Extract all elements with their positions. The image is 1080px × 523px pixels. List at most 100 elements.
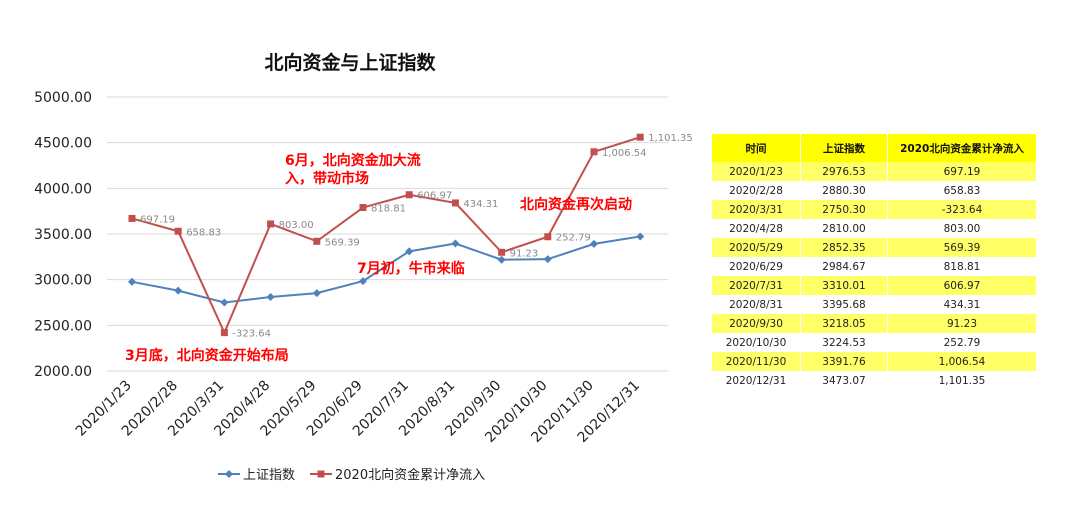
header-northbound: 2020北向资金累计净流入 [887, 134, 1037, 162]
northbound-data-label: 606.97 [417, 191, 452, 202]
y-tick-label: 2500.00 [34, 318, 92, 334]
line-chart: 北向资金与上证指数 5000.00 4500.00 4000.00 3500.00 30… [34, 51, 693, 483]
annotation-text: 3月底，北向资金开始布局 [125, 347, 289, 364]
sh-index-point [128, 277, 136, 286]
table-row: 2020/8/31 3395.68 434.31 [712, 295, 1037, 314]
sh-index-point [312, 289, 321, 298]
cell-index: 2852.35 [800, 238, 888, 257]
series-group: 697.19 658.83 -323.64 803.00 569.39 818.81 606… [128, 133, 693, 340]
y-tick-label: 4500.00 [34, 136, 92, 152]
y-axis: 5000.00 4500.00 4000.00 3500.00 3000.00 2500.… [34, 90, 92, 380]
cell-northbound: 434.31 [887, 295, 1037, 314]
northbound-point [636, 133, 644, 141]
cell-date: 2020/5/29 [712, 238, 801, 257]
sh-index-point [405, 247, 414, 256]
northbound-data-label: 1,101.35 [648, 133, 693, 144]
y-tick-label: 3000.00 [34, 273, 92, 289]
northbound-point [451, 199, 459, 207]
northbound-data-label: 569.39 [325, 237, 360, 248]
series-line-northbound [131, 136, 641, 336]
cell-northbound: 606.97 [887, 276, 1037, 295]
northbound-point [128, 214, 136, 222]
northbound-point [544, 233, 552, 241]
cell-northbound: 252.79 [887, 333, 1037, 352]
table-row: 2020/3/31 2750.30 -323.64 [712, 200, 1037, 219]
table-row: 2020/2/28 2880.30 658.83 [712, 181, 1037, 200]
cell-date: 2020/3/31 [712, 200, 801, 219]
table-row: 2020/12/31 3473.07 1,101.35 [712, 371, 1037, 390]
cell-date: 2020/2/28 [712, 181, 801, 200]
cell-date: 2020/7/31 [712, 276, 801, 295]
northbound-point [405, 191, 413, 199]
sh-index-point [451, 239, 460, 248]
cell-date: 2020/9/30 [712, 314, 801, 333]
cell-index: 2880.30 [800, 181, 888, 200]
cell-northbound: 697.19 [887, 162, 1037, 181]
cell-index: 2984.67 [800, 257, 888, 276]
sh-index-point [359, 277, 367, 286]
table-row: 2020/5/29 2852.35 569.39 [712, 238, 1037, 257]
chart-title: 北向资金与上证指数 [264, 51, 436, 74]
northbound-data-label: 697.19 [140, 214, 175, 225]
cell-northbound: 1,006.54 [887, 352, 1037, 371]
table-row: 2020/1/23 2976.53 697.19 [712, 162, 1037, 181]
table-body: 2020/1/23 2976.53 697.19 2020/2/28 2880.30 65… [712, 162, 1037, 390]
cell-date: 2020/1/23 [712, 162, 801, 181]
data-table: 时间 上证指数 2020北向资金累计净流入 2020/1/23 2976.53 69… [712, 134, 1037, 390]
y-tick-label: 4000.00 [34, 181, 92, 197]
table-row: 2020/6/29 2984.67 818.81 [712, 257, 1037, 276]
annotation-text: 北向资金再次启动 [520, 196, 632, 213]
cell-northbound: -323.64 [887, 200, 1037, 219]
cell-date: 2020/6/29 [712, 257, 801, 276]
y-tick-label: 2000.00 [34, 364, 92, 380]
northbound-data-label: 434.31 [463, 199, 498, 210]
legend-marker-sh-index [225, 470, 233, 478]
cell-index: 2750.30 [800, 200, 888, 219]
cell-index: 3224.53 [800, 333, 888, 352]
cell-northbound: 1,101.35 [887, 371, 1037, 390]
data-table-wrapper: 时间 上证指数 2020北向资金累计净流入 2020/1/23 2976.53 69… [712, 134, 1037, 390]
y-tick-label: 5000.00 [34, 90, 92, 106]
sh-index-point [220, 298, 229, 307]
northbound-data-label: 1,006.54 [602, 148, 647, 159]
northbound-point [498, 248, 506, 256]
northbound-point [313, 237, 321, 245]
sh-index-point [174, 286, 183, 295]
cell-index: 3473.07 [800, 371, 888, 390]
header-index: 上证指数 [800, 134, 888, 162]
cell-date: 2020/12/31 [712, 371, 801, 390]
northbound-point [220, 329, 228, 337]
northbound-data-label: -323.64 [232, 329, 271, 340]
northbound-data-label: 803.00 [279, 220, 314, 231]
northbound-point [359, 204, 367, 212]
cell-index: 2810.00 [800, 219, 888, 238]
northbound-data-label: 658.83 [186, 227, 221, 238]
cell-index: 2976.53 [800, 162, 888, 181]
series-line-sh-index [131, 235, 641, 304]
sh-index-point [266, 293, 275, 302]
annotation-text: 入，带动市场 [285, 170, 369, 187]
header-date: 时间 [712, 134, 801, 162]
cell-northbound: 658.83 [887, 181, 1037, 200]
sh-index-point [590, 239, 598, 248]
cell-date: 2020/8/31 [712, 295, 801, 314]
northbound-data-label: 818.81 [371, 204, 406, 215]
annotation-text: 7月初，牛市来临 [357, 260, 465, 277]
cell-date: 2020/4/28 [712, 219, 801, 238]
sh-index-point [497, 255, 506, 264]
cell-date: 2020/11/30 [712, 352, 801, 371]
northbound-data-label: 252.79 [556, 233, 591, 244]
cell-northbound: 91.23 [887, 314, 1037, 333]
cell-index: 3391.76 [800, 352, 888, 371]
annotation-text: 6月，北向资金加大流 [285, 152, 421, 169]
legend-label-northbound: 2020北向资金累计净流入 [335, 467, 485, 483]
table-row: 2020/9/30 3218.05 91.23 [712, 314, 1037, 333]
cell-date: 2020/10/30 [712, 333, 801, 352]
table-header-row: 时间 上证指数 2020北向资金累计净流入 [712, 134, 1037, 162]
legend-label-sh-index: 上证指数 [243, 468, 295, 483]
sh-index-point [543, 255, 552, 264]
table-row: 2020/4/28 2810.00 803.00 [712, 219, 1037, 238]
y-tick-label: 3500.00 [34, 227, 92, 243]
northbound-data-label: 91.23 [510, 248, 539, 259]
